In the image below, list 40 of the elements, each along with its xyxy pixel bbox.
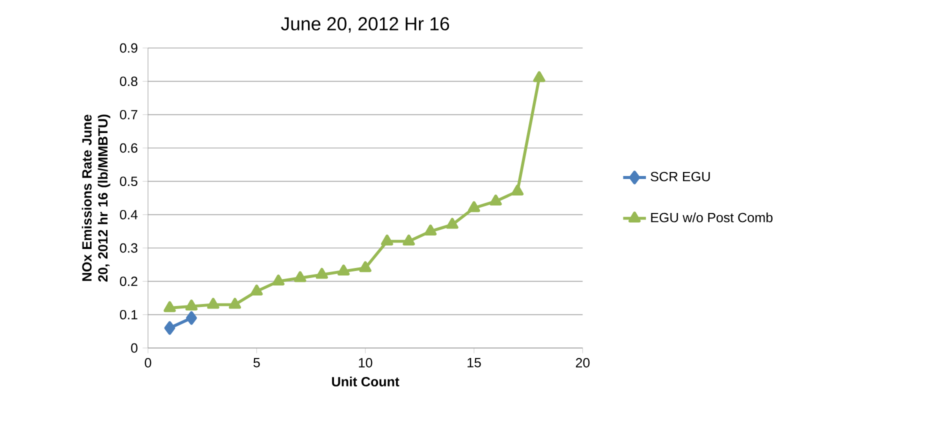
y-tick-label: 0.9 [120, 43, 138, 53]
point [468, 201, 480, 212]
point [424, 224, 437, 236]
point [446, 218, 458, 229]
x-tick-label: 10 [358, 358, 372, 368]
y-tick-label: 0.6 [120, 143, 138, 153]
y-tick-label: 0.2 [120, 276, 138, 286]
point [250, 284, 263, 296]
point [185, 300, 198, 310]
point [164, 321, 176, 335]
legend-label: SCR EGU [650, 172, 710, 182]
point [533, 71, 546, 82]
point [402, 234, 415, 246]
point [338, 264, 350, 276]
y-tick-label: 0.8 [120, 76, 138, 86]
chart-title: June 20, 2012 Hr 16 [281, 17, 450, 33]
x-tick-label: 5 [254, 358, 260, 368]
point [186, 311, 197, 325]
x-axis-title: Unit Count [332, 376, 400, 386]
y-tick-label: 0.4 [120, 210, 138, 220]
point [380, 234, 394, 246]
point [316, 268, 328, 279]
y-tick-label: 0.1 [120, 310, 138, 320]
y-axis-title: NOx Emissions Rate June 20, 2012 hr 16 (lb/MMBTU) [82, 114, 110, 282]
point [294, 271, 306, 282]
y-tick-label: 0.5 [120, 176, 138, 186]
y-tick-label: 0 [131, 343, 138, 353]
x-tick-label: 15 [468, 358, 481, 368]
point [511, 184, 524, 196]
y-tick-label: 0.7 [120, 110, 138, 120]
point [228, 298, 242, 309]
x-tick-label: 0 [144, 358, 152, 368]
x-tick-label: 20 [576, 358, 590, 368]
point [359, 261, 372, 272]
point [164, 301, 176, 312]
point [207, 298, 220, 309]
point [490, 194, 502, 206]
point [272, 274, 284, 286]
y-tick-label: 0.3 [120, 243, 138, 253]
legend-label: EGU w/o Post Comb [651, 212, 773, 222]
